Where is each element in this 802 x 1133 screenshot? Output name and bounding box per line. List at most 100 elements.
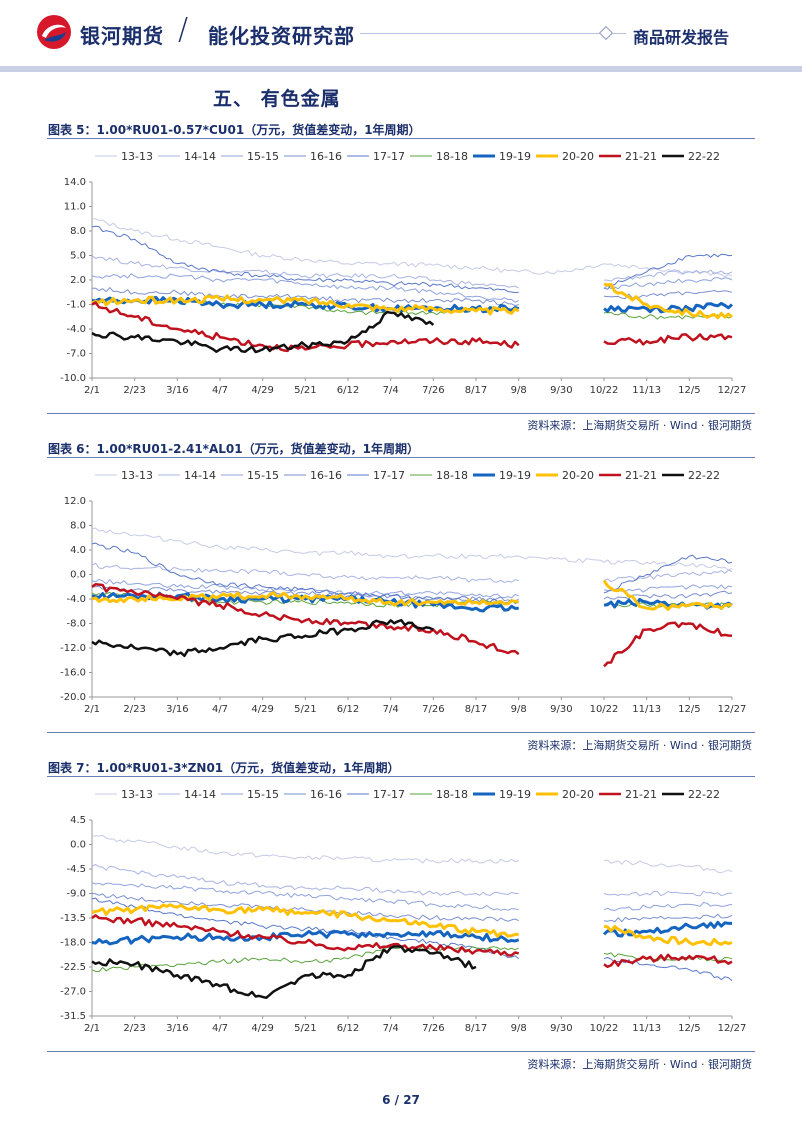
series-line-13-13 — [91, 218, 733, 278]
x-tick-label: 4/29 — [251, 385, 273, 396]
chart-bottom-rule-7 — [47, 1051, 755, 1052]
x-tick-label: 8/17 — [465, 1023, 487, 1034]
y-tick-label: -8.0 — [66, 619, 86, 630]
legend-label-21-21: 21-21 — [625, 788, 657, 801]
legend-label-19-19: 19-19 — [499, 469, 531, 482]
y-tick-label: -4.0 — [66, 324, 86, 335]
series-line-21-21 — [603, 333, 733, 346]
series-line-16-16 — [603, 590, 733, 600]
x-tick-label: 7/4 — [383, 385, 399, 396]
chart-top-rule-7 — [47, 776, 755, 777]
series-line-15-15 — [91, 882, 519, 911]
y-tick-label: 8.0 — [70, 226, 86, 237]
x-tick-label: 3/16 — [166, 704, 188, 715]
x-tick-label: 7/26 — [422, 1023, 444, 1034]
x-tick-label: 9/30 — [550, 704, 572, 715]
x-tick-label: 3/16 — [166, 385, 188, 396]
x-tick-label: 10/22 — [590, 385, 619, 396]
series-line-20-20 — [91, 903, 519, 938]
legend-label-16-16: 16-16 — [310, 469, 342, 482]
series-line-21-21 — [91, 301, 520, 353]
x-tick-label: 6/12 — [337, 1023, 359, 1034]
y-tick-label: -4.0 — [66, 594, 86, 605]
legend-label-13-13: 13-13 — [121, 150, 153, 163]
series-line-20-20 — [602, 579, 733, 611]
x-tick-label: 4/7 — [212, 385, 228, 396]
series-line-19-19 — [602, 920, 732, 938]
y-tick-label: 2.0 — [70, 275, 86, 286]
report-type: 商品研发报告 — [633, 28, 730, 47]
x-tick-label: 11/13 — [632, 385, 661, 396]
x-tick-label: 10/22 — [590, 704, 619, 715]
chart-title-7: 图表 7：1.00*RU01-3*ZN01（万元，货值差变动，1年周期） — [48, 761, 400, 775]
page-separator: / — [394, 1093, 400, 1107]
x-tick-label: 2/1 — [84, 385, 100, 396]
legend-label-22-22: 22-22 — [688, 150, 720, 163]
x-tick-label: 12/27 — [718, 704, 747, 715]
series-line-14-14 — [603, 569, 733, 583]
x-tick-label: 7/4 — [383, 1023, 399, 1034]
y-tick-label: -4.5 — [66, 864, 86, 875]
x-tick-label: 4/7 — [212, 1023, 228, 1034]
series-line-22-22 — [91, 945, 477, 1000]
legend-label-20-20: 20-20 — [562, 469, 594, 482]
x-tick-label: 2/1 — [84, 704, 100, 715]
page-header: 银河期货 / 能化投资研究部 商品研发报告 — [0, 0, 802, 72]
series-line-17-17 — [603, 253, 733, 290]
header-decoration-line-end — [612, 33, 626, 34]
legend-label-20-20: 20-20 — [562, 788, 594, 801]
y-tick-label: -1.0 — [66, 300, 86, 311]
y-tick-label: -9.0 — [66, 889, 86, 900]
x-tick-label: 2/23 — [123, 1023, 145, 1034]
x-tick-label: 2/23 — [123, 704, 145, 715]
chart-bottom-rule-5 — [47, 413, 755, 414]
y-tick-label: 11.0 — [64, 202, 86, 213]
page-number: 6 / 27 — [0, 1093, 802, 1107]
brand-name: 银河期货 — [80, 24, 164, 48]
x-tick-label: 2/23 — [123, 385, 145, 396]
legend-label-14-14: 14-14 — [184, 150, 216, 163]
legend-label-15-15: 15-15 — [247, 150, 279, 163]
y-tick-label: 4.5 — [70, 815, 86, 826]
x-tick-label: 2/1 — [84, 1023, 100, 1034]
series-line-13-13 — [91, 527, 733, 571]
series-line-14-14 — [603, 269, 733, 282]
series-line-15-15 — [91, 273, 519, 303]
source-note-6: 资料来源：上海期货交易所 · Wind · 银河期货 — [527, 739, 752, 752]
legend-label-17-17: 17-17 — [373, 469, 405, 482]
chart-top-rule-6 — [47, 457, 755, 458]
x-tick-label: 12/5 — [678, 704, 700, 715]
section-title: 五、 有色金属 — [213, 88, 341, 110]
series-line-20-20 — [91, 591, 520, 607]
series-line-17-17 — [91, 542, 519, 604]
x-tick-label: 4/7 — [212, 704, 228, 715]
header-slash: / — [178, 12, 189, 47]
x-tick-label: 5/21 — [294, 1023, 316, 1034]
y-tick-label: 12.0 — [64, 496, 86, 507]
legend-label-17-17: 17-17 — [373, 788, 405, 801]
series-line-17-17 — [91, 225, 519, 294]
legend-label-18-18: 18-18 — [436, 469, 468, 482]
series-line-14-14 — [603, 890, 733, 897]
series-line-15-15 — [603, 277, 733, 290]
chart-ru-al: 13-13 14-14 15-15 16-16 17-17 18-18 19-19 20-20… — [60, 469, 747, 715]
y-tick-label: 0.0 — [70, 840, 86, 851]
y-tick-label: 5.0 — [70, 251, 86, 262]
x-tick-label: 7/4 — [383, 704, 399, 715]
department-name: 能化投资研究部 — [208, 24, 355, 48]
x-tick-label: 4/29 — [251, 704, 273, 715]
legend-label-22-22: 22-22 — [688, 788, 720, 801]
x-tick-label: 12/27 — [718, 385, 747, 396]
series-line-21-21 — [91, 914, 520, 957]
legend-label-21-21: 21-21 — [625, 150, 657, 163]
y-tick-label: 14.0 — [64, 177, 86, 188]
source-note-5: 资料来源：上海期货交易所 · Wind · 银河期货 — [527, 419, 752, 432]
chart-ru-zn: 13-13 14-14 15-15 16-16 17-17 18-18 19-19 20-20… — [60, 788, 746, 1034]
x-tick-label: 7/26 — [422, 704, 444, 715]
x-tick-label: 9/8 — [511, 385, 527, 396]
y-tick-label: 0.0 — [70, 570, 86, 581]
x-tick-label: 12/5 — [678, 1023, 700, 1034]
series-line-20-20 — [91, 294, 520, 316]
legend-label-14-14: 14-14 — [184, 469, 216, 482]
series-line-13-13 — [91, 834, 519, 864]
